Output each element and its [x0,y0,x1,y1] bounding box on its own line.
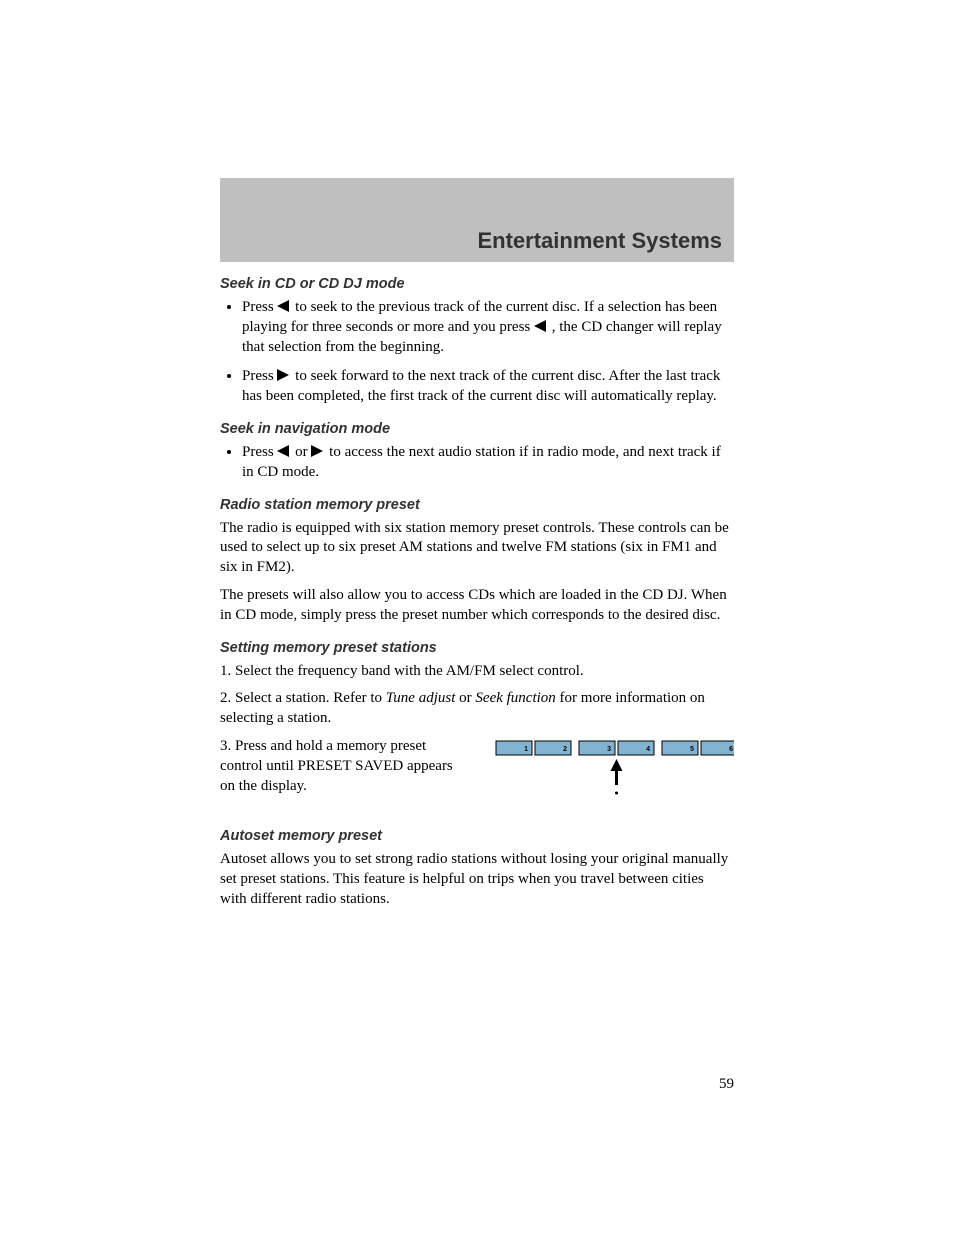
italic: Tune adjust [386,690,456,706]
preset-diagram: 1 2 3 4 5 6 [494,737,734,802]
page-content: Entertainment Systems Seek in CD or CD D… [220,178,734,918]
text: Press [242,444,277,460]
setting-step3: 3. Press and hold a memory preset contro… [220,737,468,796]
left-arrow-icon [277,300,291,312]
preset-button-label: 4 [646,746,650,753]
preset-buttons-svg: 1 2 3 4 5 6 [494,737,734,797]
text: Press [242,368,277,384]
preset-button-label: 2 [563,746,567,753]
seek-cd-item-1: Press to seek to the previous track of t… [242,298,734,357]
heading-autoset: Autoset memory preset [220,828,734,844]
heading-setting-preset: Setting memory preset stations [220,640,734,656]
right-arrow-icon [311,445,325,457]
preset-button-label: 5 [690,746,694,753]
heading-seek-cd: Seek in CD or CD DJ mode [220,276,734,292]
seek-cd-list: Press to seek to the previous track of t… [220,298,734,407]
page-title: Entertainment Systems [477,228,722,254]
setting-step2: 2. Select a station. Refer to Tune adjus… [220,689,734,729]
radio-preset-p1: The radio is equipped with six station m… [220,519,734,578]
preset-button-label: 3 [607,746,611,753]
seek-nav-list: Press or to access the next audio statio… [220,443,734,483]
heading-radio-preset: Radio station memory preset [220,497,734,513]
page-number: 59 [719,1076,734,1093]
autoset-p1: Autoset allows you to set strong radio s… [220,850,734,909]
preset-button-label: 6 [729,746,733,753]
preset-button-label: 1 [524,746,528,753]
setting-step3-row: 3. Press and hold a memory preset contro… [220,737,734,804]
italic: Seek function [475,690,555,706]
text: 2. Select a station. Refer to [220,690,386,706]
seek-cd-item-2: Press to seek forward to the next track … [242,367,734,407]
header-band: Entertainment Systems [220,178,734,262]
text: Press [242,299,277,315]
dot-icon [615,791,618,794]
text: or [295,444,311,460]
heading-seek-nav: Seek in navigation mode [220,421,734,437]
right-arrow-icon [277,369,291,381]
radio-preset-p2: The presets will also allow you to acces… [220,586,734,626]
text: to seek forward to the next track of the… [242,368,720,404]
seek-nav-item: Press or to access the next audio statio… [242,443,734,483]
setting-step1: 1. Select the frequency band with the AM… [220,662,734,682]
up-arrow-icon [611,759,623,785]
left-arrow-icon [534,320,548,332]
text: or [455,690,475,706]
left-arrow-icon [277,445,291,457]
